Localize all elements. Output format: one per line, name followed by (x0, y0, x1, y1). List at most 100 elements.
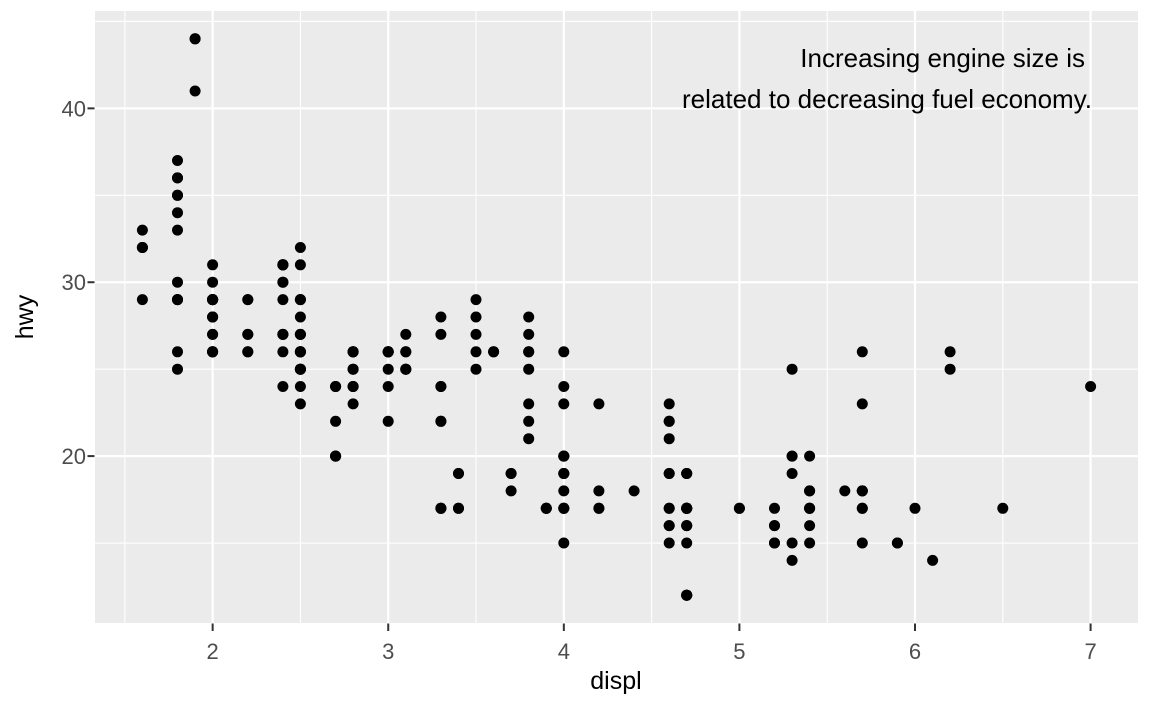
data-point (207, 294, 219, 306)
x-tick-label: 3 (382, 639, 394, 664)
data-point (558, 537, 570, 549)
data-point (136, 224, 148, 236)
data-point (558, 346, 570, 358)
data-point (856, 537, 868, 549)
data-point (681, 520, 693, 532)
y-tick-label: 40 (62, 96, 86, 121)
data-point (172, 207, 183, 219)
data-point (488, 346, 500, 358)
data-point (382, 346, 394, 358)
data-point (769, 537, 780, 549)
x-tick-label: 2 (207, 639, 219, 664)
data-point (663, 398, 675, 410)
data-point (294, 242, 306, 253)
data-point (681, 468, 693, 479)
data-point (663, 415, 675, 427)
data-point (470, 311, 482, 323)
data-points (136, 33, 1097, 601)
data-point (453, 468, 464, 479)
data-point (136, 242, 148, 253)
data-point (470, 346, 482, 358)
data-point (277, 328, 289, 340)
data-point (277, 259, 289, 271)
data-point (558, 398, 570, 410)
data-point (294, 328, 306, 340)
data-point (294, 363, 306, 375)
data-point (347, 398, 359, 410)
data-point (470, 363, 482, 375)
data-point (593, 502, 605, 514)
data-point (628, 485, 640, 497)
data-point (277, 294, 289, 306)
data-point (786, 363, 798, 375)
data-point (786, 537, 798, 549)
data-point (927, 554, 939, 566)
data-point (172, 363, 183, 375)
data-point (172, 189, 183, 201)
x-axis-title: displ (590, 667, 641, 695)
data-point (435, 415, 447, 427)
data-point (382, 381, 394, 392)
x-tick-label: 7 (1084, 639, 1096, 664)
data-point (523, 346, 535, 358)
data-point (558, 485, 570, 497)
data-point (558, 450, 570, 462)
data-point (786, 450, 798, 462)
data-point (294, 259, 306, 271)
data-point (242, 328, 254, 340)
x-tick-label: 5 (733, 639, 745, 664)
data-point (523, 363, 535, 375)
data-point (523, 311, 535, 323)
data-point (523, 398, 535, 410)
data-point (277, 346, 289, 358)
data-point (294, 398, 306, 410)
data-point (505, 468, 517, 479)
data-point (733, 502, 745, 514)
data-point (347, 346, 359, 358)
data-point (856, 346, 868, 358)
data-point (523, 415, 535, 427)
data-point (207, 328, 219, 340)
data-point (172, 294, 183, 306)
data-point (242, 346, 254, 358)
data-point (681, 502, 693, 514)
data-point (435, 502, 447, 514)
data-point (435, 328, 447, 340)
data-point (347, 363, 359, 375)
data-point (435, 311, 447, 323)
data-point (172, 346, 183, 358)
data-point (663, 502, 675, 514)
data-point (558, 502, 570, 514)
data-point (207, 346, 219, 358)
y-axis-title: hwy (11, 294, 39, 339)
panel-background (95, 11, 1138, 623)
data-point (1085, 381, 1097, 392)
data-point (400, 363, 412, 375)
data-point (839, 485, 851, 497)
data-point (382, 363, 394, 375)
data-point (172, 224, 183, 236)
data-point (909, 502, 921, 514)
data-point (681, 537, 693, 549)
data-point (505, 485, 517, 497)
annotation-line-2: related to decreasing fuel economy. (682, 84, 1092, 114)
data-point (523, 433, 535, 445)
data-point (172, 276, 183, 288)
data-point (681, 589, 693, 601)
x-tick-label: 6 (909, 639, 921, 664)
data-point (593, 485, 605, 497)
data-point (400, 328, 412, 340)
annotation-line-1: Increasing engine size is (800, 43, 1085, 73)
data-point (136, 294, 148, 306)
data-point (294, 381, 306, 392)
data-point (277, 276, 289, 288)
axes: 2 3 4 5 6 7 20 30 40 (62, 96, 1097, 664)
data-point (277, 381, 289, 392)
data-point (207, 276, 219, 288)
data-point (172, 172, 183, 184)
data-point (347, 381, 359, 392)
data-point (856, 502, 868, 514)
data-point (663, 520, 675, 532)
data-point (804, 520, 816, 532)
